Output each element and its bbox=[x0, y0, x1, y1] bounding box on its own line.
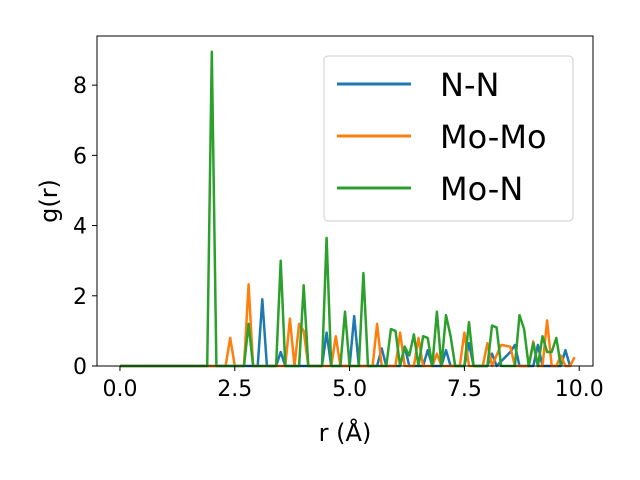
y-tick-label: 6 bbox=[73, 144, 87, 169]
x-tick-label: 5.0 bbox=[332, 377, 367, 402]
y-tick-label: 0 bbox=[73, 355, 87, 380]
y-axis: 0 2 4 6 8 bbox=[73, 74, 97, 380]
y-axis-label: g(r) bbox=[35, 179, 63, 223]
plot-frame bbox=[96, 35, 594, 367]
legend-label-n-n: N-N bbox=[440, 66, 499, 104]
y-tick-label: 2 bbox=[73, 285, 87, 310]
legend-label-mo-n: Mo-N bbox=[440, 170, 523, 208]
x-tick-label: 7.5 bbox=[447, 377, 482, 402]
legend: N-N Mo-Mo Mo-N bbox=[323, 55, 574, 222]
x-tick-label: 0.0 bbox=[102, 377, 137, 402]
y-tick-label: 4 bbox=[73, 215, 87, 240]
legend-box bbox=[323, 55, 574, 222]
x-tick-label: 10.0 bbox=[555, 377, 604, 402]
y-tick-label: 8 bbox=[73, 74, 87, 99]
x-axis: 0.0 2.5 5.0 7.5 10.0 bbox=[102, 366, 604, 402]
series-line-n-n bbox=[120, 298, 572, 368]
x-tick-label: 2.5 bbox=[217, 377, 252, 402]
legend-label-mo-mo: Mo-Mo bbox=[440, 118, 547, 156]
x-axis-label: r (Å) bbox=[319, 418, 372, 447]
